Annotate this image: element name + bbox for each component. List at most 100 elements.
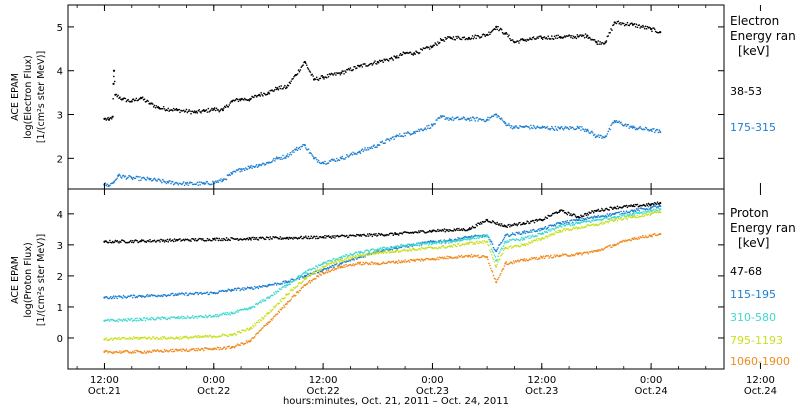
- data-point: [392, 136, 395, 138]
- data-point: [187, 294, 190, 297]
- electron-legend-title-2: Energy ran: [730, 29, 796, 43]
- data-point: [325, 271, 327, 274]
- data-point: [221, 237, 223, 240]
- data-point: [483, 239, 486, 242]
- data-point: [530, 241, 532, 244]
- legend-entry-115-195: 115-195: [730, 288, 776, 301]
- data-point: [506, 33, 508, 35]
- data-point: [436, 44, 438, 46]
- data-point: [109, 184, 111, 187]
- data-point: [278, 85, 281, 88]
- data-point: [235, 289, 238, 291]
- data-point: [233, 346, 236, 349]
- data-point: [376, 251, 378, 254]
- data-point: [485, 241, 488, 244]
- data-point: [430, 246, 433, 249]
- data-point: [487, 243, 489, 246]
- data-point: [586, 34, 589, 37]
- data-point: [305, 274, 308, 277]
- data-point: [131, 338, 134, 340]
- data-point: [296, 285, 299, 287]
- data-point: [546, 217, 549, 219]
- data-point: [391, 248, 394, 251]
- data-point: [580, 219, 582, 222]
- data-point: [550, 127, 552, 130]
- data-point: [186, 336, 189, 339]
- data-point: [441, 228, 444, 231]
- data-point: [135, 320, 138, 322]
- data-point: [446, 37, 448, 40]
- data-point: [482, 242, 485, 244]
- data-point: [442, 244, 445, 247]
- data-point: [414, 260, 416, 262]
- data-point: [626, 21, 629, 24]
- data-point: [569, 34, 571, 37]
- data-point: [247, 165, 250, 168]
- data-point: [314, 267, 316, 270]
- data-point: [290, 80, 293, 82]
- data-point: [200, 237, 202, 240]
- data-point: [622, 213, 625, 215]
- data-point: [193, 110, 196, 112]
- data-point: [325, 264, 328, 267]
- data-point: [315, 237, 317, 240]
- data-point: [308, 280, 311, 282]
- data-point: [607, 35, 610, 37]
- data-point: [195, 347, 198, 350]
- data-point: [260, 164, 262, 167]
- data-point: [599, 41, 601, 43]
- data-point: [394, 262, 396, 264]
- data-point: [448, 239, 450, 242]
- data-point: [246, 168, 249, 171]
- data-point: [335, 261, 338, 264]
- data-point: [220, 239, 222, 242]
- data-point: [299, 289, 302, 292]
- data-point: [278, 237, 281, 240]
- data-point: [608, 220, 610, 223]
- data-point: [234, 287, 237, 290]
- data-point: [639, 125, 641, 128]
- data-point: [441, 256, 444, 259]
- data-point: [470, 37, 473, 40]
- data-point: [323, 237, 325, 239]
- data-point: [610, 28, 612, 30]
- data-point: [502, 225, 505, 228]
- data-point: [548, 235, 550, 237]
- data-point: [223, 312, 225, 315]
- data-point: [223, 346, 226, 348]
- data-point: [445, 241, 447, 244]
- data-point: [137, 176, 139, 178]
- data-point: [217, 291, 220, 294]
- data-point: [591, 216, 593, 218]
- data-point: [150, 318, 152, 321]
- data-point: [274, 88, 276, 91]
- data-point: [542, 255, 545, 257]
- data-point: [120, 98, 123, 101]
- y-tick-label: 4: [57, 210, 63, 221]
- data-point: [253, 306, 256, 308]
- data-point: [260, 319, 262, 322]
- data-point: [620, 210, 622, 213]
- data-point: [357, 250, 360, 253]
- data-point: [122, 294, 125, 297]
- data-point: [284, 296, 286, 299]
- data-point: [202, 348, 204, 350]
- data-point: [284, 282, 286, 284]
- data-point: [377, 61, 380, 64]
- electron-series: [103, 20, 662, 188]
- data-point: [576, 252, 579, 255]
- data-point: [341, 155, 344, 158]
- data-point: [287, 238, 290, 240]
- data-point: [103, 350, 106, 354]
- data-point: [117, 337, 119, 340]
- data-point: [578, 35, 580, 38]
- data-point: [149, 238, 151, 241]
- data-point: [535, 238, 538, 241]
- data-point: [574, 36, 577, 38]
- data-point: [434, 42, 436, 44]
- data-point: [213, 237, 216, 240]
- data-point: [561, 229, 564, 232]
- data-point: [501, 119, 504, 121]
- data-point: [530, 237, 532, 239]
- data-point: [374, 251, 376, 254]
